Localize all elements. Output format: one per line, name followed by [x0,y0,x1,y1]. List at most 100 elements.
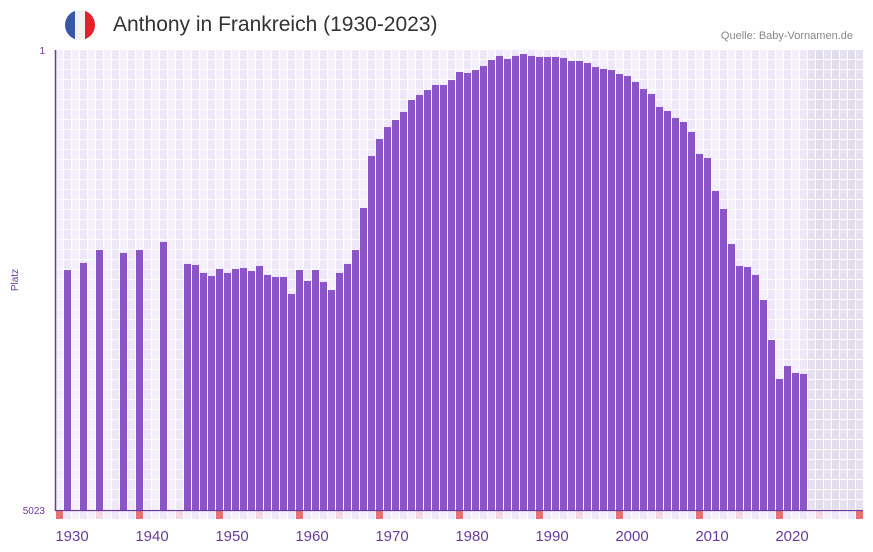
year-marker [784,511,791,519]
x-tick-1960: 1960 [295,528,328,545]
year-marker [824,511,831,519]
year-marker [744,511,751,519]
year-marker [680,511,687,519]
year-marker [456,511,463,519]
year-marker [568,511,575,519]
year-marker [256,511,263,519]
bar-1951 [224,272,231,510]
year-marker [832,511,839,519]
bar-2001 [624,76,631,510]
year-marker [328,511,335,519]
bar-2010 [696,153,703,510]
bar-1952 [232,269,239,510]
year-marker [168,511,175,519]
bar-2000 [616,73,623,510]
year-marker [576,511,583,519]
bar-1956 [264,274,271,510]
bar-1931 [64,270,71,510]
bar-1947 [192,264,199,510]
x-tick-1930: 1930 [55,528,88,545]
year-marker [664,511,671,519]
year-marker [768,511,775,519]
year-marker [184,511,191,519]
bar-1954 [248,271,255,510]
year-marker [560,511,567,519]
bar-1960 [296,270,303,510]
bar-2002 [632,81,639,510]
year-marker [816,511,823,519]
year-marker [704,511,711,519]
bar-1988 [520,54,527,510]
year-marker [504,511,511,519]
bar-2008 [680,121,687,510]
year-marker [616,511,623,519]
bar-2017 [752,274,759,510]
bar-1974 [408,100,415,510]
bar-1933 [80,262,87,510]
y-tick-top: 1 [39,46,45,57]
year-marker [528,511,535,519]
bar-2021 [784,366,791,510]
year-marker [480,511,487,519]
bar-2016 [744,266,751,510]
year-marker [88,511,95,519]
bar-1964 [328,289,335,510]
year-marker [432,511,439,519]
bar-2019 [768,339,775,510]
year-marker [736,511,743,519]
y-tick-bottom: 5023 [23,506,46,517]
bar-1955 [256,265,263,510]
y-axis-label: Platz [10,269,21,291]
x-tick-1970: 1970 [375,528,408,545]
year-marker [752,511,759,519]
bar-1965 [336,272,343,510]
bar-1995 [576,60,583,510]
year-marker [232,511,239,519]
bars [64,54,807,511]
x-tick-labels: 1930 1940 1950 1960 1970 1980 1990 2000 2010 2020 [55,528,808,545]
bar-1962 [312,270,319,510]
bar-1979 [448,80,455,510]
bar-1938 [120,252,127,511]
year-marker-strip [56,511,863,519]
bar-2022 [792,372,799,510]
year-marker [496,511,503,519]
year-marker [624,511,631,519]
year-marker [464,511,471,519]
bar-1981 [464,72,471,510]
year-marker [600,511,607,519]
year-marker [248,511,255,519]
bar-2020 [776,379,783,510]
year-marker [760,511,767,519]
bar-1943 [160,241,167,511]
year-marker [200,511,207,519]
bar-1959 [288,294,295,510]
bar-2005 [656,106,663,510]
year-marker [104,511,111,519]
year-marker [312,511,319,519]
year-marker [304,511,311,519]
year-marker [264,511,271,519]
bar-1970 [376,139,383,510]
bar-1950 [216,269,223,510]
bar-1991 [544,56,551,511]
bar-1997 [592,67,599,510]
year-marker [544,511,551,519]
bar-2007 [672,117,679,510]
bar-2015 [736,265,743,510]
year-marker [368,511,375,519]
year-marker [96,511,103,519]
x-tick-1990: 1990 [535,528,568,545]
year-marker [280,511,287,519]
bar-1980 [456,71,463,510]
year-marker [696,511,703,519]
year-marker [160,511,167,519]
grid-line [56,69,864,70]
year-marker [136,511,143,519]
year-marker [800,511,807,519]
bar-1996 [584,63,591,510]
bar-1949 [208,275,215,510]
bar-1946 [184,263,191,510]
year-marker [336,511,343,519]
